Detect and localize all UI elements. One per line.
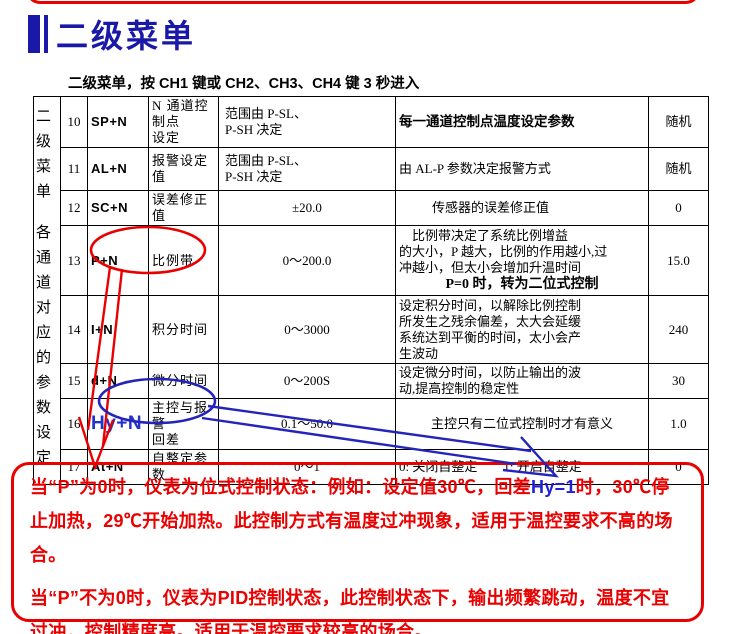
cell-range: 范围由 P-SL、 P-SH 决定 (218, 96, 396, 148)
cell-default-value: 随机 (648, 96, 709, 148)
cell-code: AL+N (87, 147, 149, 191)
previous-section-border (25, 0, 701, 4)
note1-after: 时，30℃停止加热，29℃开始加热。此控制方式有温度过冲现象，适用于温控要求不高… (30, 477, 673, 565)
cell-description: 由 AL-P 参数决定报警方式 (395, 147, 649, 191)
cell-name: 报警设定值 (148, 147, 219, 191)
cell-name: N 通道控制点 设定 (148, 96, 219, 148)
cell-description: 设定微分时间，以防止输出的波 动,提高控制的稳定性 (395, 363, 649, 399)
note-paragraph-1: 当“P”为0时，仪表为位式控制状态：例如：设定值30℃，回差Hy=1时，30℃停… (30, 470, 686, 572)
table-row: 14 I+N 积分时间 0～3000 设定积分时间，以解除比例控制 所发生之残余… (34, 295, 709, 364)
cell-name: 误差修正值 (148, 190, 219, 226)
cell-code: SC+N (87, 190, 149, 226)
cell-range: 范围由 P-SL、 P-SH 决定 (218, 147, 396, 191)
cell-range: ±20.0 (218, 190, 396, 226)
note1-before: 当“P”为0时，仪表为位式控制状态：例如：设定值30℃，回差 (30, 477, 532, 497)
cell-description: 设定积分时间，以解除比例控制 所发生之残余偏差，太大会延缓 系统达到平衡的时间，… (395, 295, 649, 364)
note-paragraph-2: 当“P”不为0时，仪表为PID控制状态，此控制状态下，输出频繁跳动，温度不宜过冲… (30, 588, 670, 634)
cell-range: 0～200S (218, 363, 396, 399)
parameter-table-wrapper: 二级菜单 各通道对应的参数设定 10 SP+N N 通道控制点 设定 范围由 P… (33, 96, 709, 485)
title-accent-bar-thick (28, 15, 40, 53)
table-caption: 二级菜单，按 CH1 键或 CH2、CH3、CH4 键 3 秒进入 (68, 76, 420, 92)
cell-description: 比例带决定了系统比例增益 的大小，P 越大，比例的作用越小,过 冲越小，但太小会… (395, 225, 649, 296)
table-row: 11 AL+N 报警设定值 范围由 P-SL、 P-SH 决定 由 AL-P 参… (34, 147, 709, 191)
page-title: 二级菜单 (56, 18, 197, 54)
side-label-bottom: 各通道对应的参数设定 (34, 223, 51, 474)
cell-description: 传感器的误差修正值 (395, 190, 649, 226)
side-label-top: 二级菜单 (34, 107, 51, 208)
cell-default-value: 240 (648, 295, 709, 364)
cell-code: SP+N (87, 96, 149, 148)
cell-default-value: 随机 (648, 147, 709, 191)
cell-default-value: 15.0 (648, 225, 709, 296)
cell-default-value: 0 (648, 190, 709, 226)
cell-index: 15 (60, 363, 88, 399)
cell-name: 微分时间 (148, 363, 219, 399)
table-row: 13 P+N 比例带 0～200.0 比例带决定了系统比例增益 的大小，P 越大… (34, 225, 709, 296)
side-header-cell: 二级菜单 各通道对应的参数设定 (33, 96, 61, 485)
cell-code: I+N (87, 295, 149, 364)
cell-default-value: 1.0 (648, 398, 709, 450)
cell-code: d+N (87, 363, 149, 399)
table-row: 二级菜单 各通道对应的参数设定 10 SP+N N 通道控制点 设定 范围由 P… (33, 96, 709, 485)
parameters-table: 二级菜单 各通道对应的参数设定 10 SP+N N 通道控制点 设定 范围由 P… (33, 96, 709, 485)
cell-description: 主控只有二位式控制时才有意义 (395, 398, 649, 450)
description-bold-note: P=0 时，转为二位式控制 (445, 277, 599, 292)
cell-description: 每一通道控制点温度设定参数 (395, 96, 649, 148)
cell-index: 16 (60, 398, 88, 450)
cell-name: 比例带 (148, 225, 219, 296)
description-text: 比例带决定了系统比例增益 的大小，P 越大，比例的作用越小,过 冲越小，但太小会… (399, 228, 608, 275)
cell-default-value: 30 (648, 363, 709, 399)
cell-range: 0.1～50.0 (218, 398, 396, 450)
cell-code: Hy+N (87, 398, 149, 450)
cell-index: 11 (60, 147, 88, 191)
note1-hy-highlight: Hy=1 (531, 477, 576, 497)
cell-index: 13 (60, 225, 88, 296)
cell-range: 0～200.0 (218, 225, 396, 296)
title-accent-bar-thin (44, 15, 48, 53)
table-row: 16 Hy+N 主控与报警 回差 0.1～50.0 主控只有二位式控制时才有意义… (34, 398, 709, 450)
note-box: 当“P”为0时，仪表为位式控制状态：例如：设定值30℃，回差Hy=1时，30℃停… (11, 462, 704, 634)
table-row: 15 d+N 微分时间 0～200S 设定微分时间，以防止输出的波 动,提高控制… (34, 363, 709, 399)
cell-code: P+N (87, 225, 149, 296)
table-row: 12 SC+N 误差修正值 ±20.0 传感器的误差修正值 0 (34, 190, 709, 226)
hy-code-highlight: Hy+N (91, 412, 143, 434)
cell-index: 14 (60, 295, 88, 364)
cell-index: 10 (60, 96, 88, 148)
cell-name: 积分时间 (148, 295, 219, 364)
cell-name: 主控与报警 回差 (148, 398, 219, 450)
cell-index: 12 (60, 190, 88, 226)
cell-range: 0～3000 (218, 295, 396, 364)
